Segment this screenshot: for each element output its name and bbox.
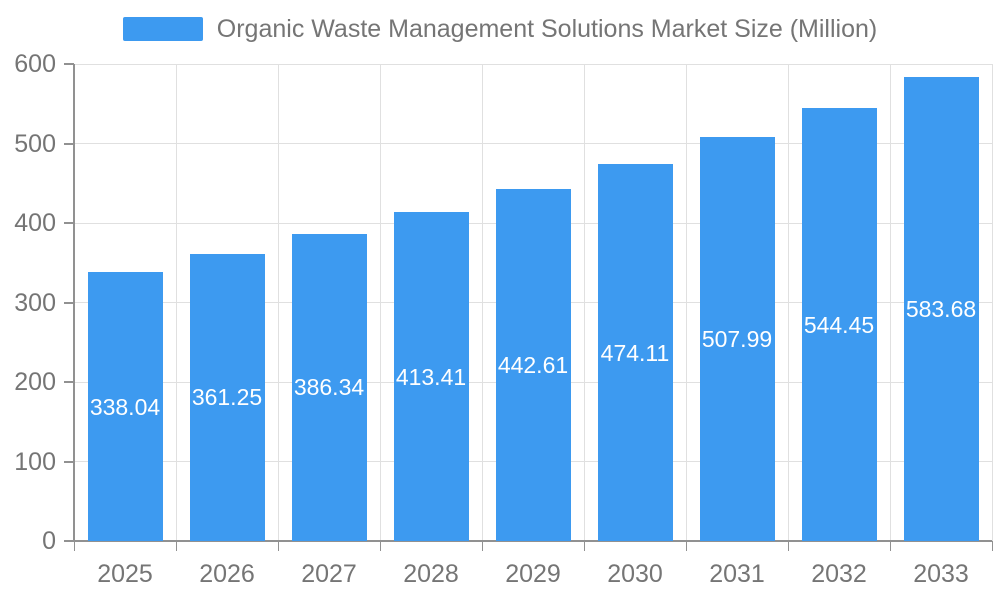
bar[interactable] <box>597 164 673 541</box>
legend-swatch <box>122 17 203 41</box>
x-axis-tick-label: 2032 <box>811 560 867 588</box>
y-axis-line <box>73 64 75 541</box>
y-axis-tick-label: 0 <box>42 527 56 555</box>
x-gridline <box>277 64 279 541</box>
bar[interactable] <box>189 253 265 541</box>
x-axis-tick <box>481 541 483 551</box>
y-axis-tick <box>64 301 74 304</box>
legend-label: Organic Waste Management Solutions Marke… <box>216 15 878 43</box>
y-gridline <box>74 143 992 144</box>
bar[interactable] <box>801 108 877 541</box>
x-gridline <box>889 64 891 541</box>
x-axis-tick <box>889 541 891 551</box>
x-axis-tick <box>175 541 177 551</box>
x-gridline <box>583 64 585 541</box>
x-axis-tick <box>685 541 687 551</box>
y-gridline <box>74 63 992 65</box>
x-axis-tick-label: 2030 <box>607 560 663 588</box>
x-axis-tick-label: 2027 <box>301 560 357 588</box>
x-axis-tick-label: 2029 <box>505 560 561 588</box>
x-gridline <box>175 64 177 541</box>
x-axis-tick <box>583 541 585 551</box>
y-axis-tick-label: 400 <box>14 209 56 237</box>
x-axis-tick-label: 2033 <box>913 560 969 588</box>
x-axis-tick <box>991 541 993 551</box>
y-axis-tick <box>64 381 74 383</box>
bar[interactable] <box>903 76 979 541</box>
x-gridline <box>685 64 687 541</box>
legend-item[interactable]: Organic Waste Management Solutions Marke… <box>0 14 1000 44</box>
x-gridline <box>481 64 483 541</box>
y-axis-tick-label: 300 <box>14 288 56 317</box>
y-axis-tick <box>64 460 74 463</box>
x-axis-tick <box>73 541 75 551</box>
x-gridline <box>379 64 381 541</box>
y-axis-tick <box>64 142 74 145</box>
x-axis-tick-label: 2025 <box>97 560 153 588</box>
x-gridline <box>991 64 993 541</box>
bar[interactable] <box>393 212 469 541</box>
y-axis-tick-label: 100 <box>14 447 56 476</box>
y-axis-tick-label: 500 <box>14 129 56 158</box>
x-axis-tick <box>277 541 279 551</box>
x-axis-tick <box>379 541 381 551</box>
bar[interactable] <box>699 137 775 541</box>
y-axis-tick-label: 200 <box>14 368 56 396</box>
y-axis-tick <box>64 540 74 542</box>
y-axis-tick <box>64 222 74 224</box>
x-axis-tick-label: 2031 <box>709 560 765 588</box>
y-axis-tick-label: 600 <box>14 50 56 78</box>
bar[interactable] <box>495 189 571 541</box>
x-axis-tick-label: 2028 <box>403 560 459 588</box>
x-axis-tick-label: 2026 <box>199 560 255 588</box>
x-axis-tick <box>787 541 789 551</box>
x-gridline <box>787 64 789 541</box>
x-axis-line <box>74 540 992 542</box>
bar[interactable] <box>87 272 163 541</box>
bar[interactable] <box>291 233 367 541</box>
y-axis-tick <box>64 63 74 65</box>
